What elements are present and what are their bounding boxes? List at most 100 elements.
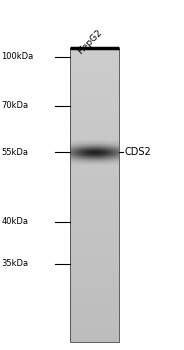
Bar — [76, 148, 77, 149]
Bar — [113, 157, 114, 158]
Bar — [89, 160, 90, 161]
Bar — [70, 296, 119, 297]
Bar — [104, 157, 105, 158]
Bar — [92, 158, 93, 159]
Bar — [102, 152, 103, 153]
Bar — [78, 144, 79, 145]
Bar — [72, 142, 73, 143]
Bar — [76, 140, 77, 141]
Bar — [99, 141, 100, 142]
Bar — [78, 155, 79, 156]
Bar — [89, 159, 90, 160]
Bar — [70, 177, 119, 179]
Bar — [115, 163, 116, 164]
Bar — [73, 157, 74, 158]
Bar — [107, 163, 108, 164]
Bar — [101, 158, 102, 159]
Bar — [116, 157, 117, 158]
Bar — [105, 159, 106, 160]
Bar — [102, 151, 103, 152]
Bar — [101, 149, 102, 150]
Bar — [70, 78, 119, 79]
Bar — [79, 161, 80, 162]
Bar — [70, 281, 119, 283]
Bar — [79, 144, 80, 145]
Bar — [80, 154, 81, 155]
Bar — [97, 159, 98, 160]
Bar — [92, 146, 93, 147]
Bar — [70, 48, 119, 342]
Bar — [78, 149, 79, 150]
Bar — [114, 158, 115, 159]
Bar — [92, 154, 93, 155]
Bar — [86, 148, 87, 149]
Bar — [82, 142, 83, 143]
Bar — [103, 140, 104, 141]
Bar — [90, 140, 91, 141]
Bar — [77, 156, 78, 157]
Bar — [98, 148, 99, 149]
Bar — [98, 163, 99, 164]
Bar — [100, 158, 101, 159]
Bar — [71, 149, 72, 150]
Bar — [84, 162, 85, 163]
Bar — [93, 153, 94, 154]
Bar — [70, 56, 119, 57]
Bar — [98, 150, 99, 151]
Bar — [98, 149, 99, 150]
Bar — [115, 160, 116, 161]
Bar — [70, 73, 119, 75]
Bar — [86, 163, 87, 164]
Bar — [90, 160, 91, 161]
Bar — [70, 163, 119, 164]
Text: 100kDa: 100kDa — [1, 52, 34, 62]
Bar — [99, 146, 100, 147]
Bar — [70, 116, 119, 117]
Bar — [79, 152, 80, 153]
Bar — [81, 162, 82, 163]
Bar — [115, 149, 116, 150]
Bar — [111, 163, 112, 164]
Bar — [80, 157, 81, 158]
Bar — [103, 154, 104, 155]
Bar — [70, 160, 119, 161]
Bar — [87, 148, 88, 149]
Bar — [70, 270, 119, 271]
Bar — [73, 155, 74, 156]
Bar — [91, 140, 92, 141]
Bar — [96, 154, 97, 155]
Bar — [110, 150, 111, 151]
Bar — [70, 261, 119, 262]
Bar — [104, 156, 105, 157]
Bar — [96, 146, 97, 147]
Bar — [92, 162, 93, 163]
Bar — [79, 153, 80, 154]
Bar — [83, 162, 84, 163]
Bar — [79, 158, 80, 159]
Bar — [75, 154, 76, 155]
Bar — [70, 234, 119, 236]
Bar — [87, 150, 88, 151]
Bar — [72, 150, 73, 151]
Bar — [70, 105, 119, 107]
Bar — [101, 157, 102, 158]
Bar — [97, 140, 98, 141]
Bar — [74, 156, 75, 157]
Bar — [70, 159, 71, 160]
Bar — [85, 153, 86, 154]
Text: HepG2: HepG2 — [76, 28, 104, 56]
Bar — [78, 146, 79, 147]
Bar — [88, 159, 89, 160]
Bar — [80, 163, 81, 164]
Bar — [108, 141, 109, 142]
Bar — [114, 142, 115, 143]
Bar — [73, 150, 74, 151]
Bar — [80, 145, 81, 146]
Bar — [100, 156, 101, 157]
Bar — [89, 151, 90, 152]
Bar — [77, 154, 78, 155]
Bar — [116, 142, 117, 143]
Bar — [82, 141, 83, 142]
Bar — [89, 155, 90, 156]
Bar — [100, 145, 101, 146]
